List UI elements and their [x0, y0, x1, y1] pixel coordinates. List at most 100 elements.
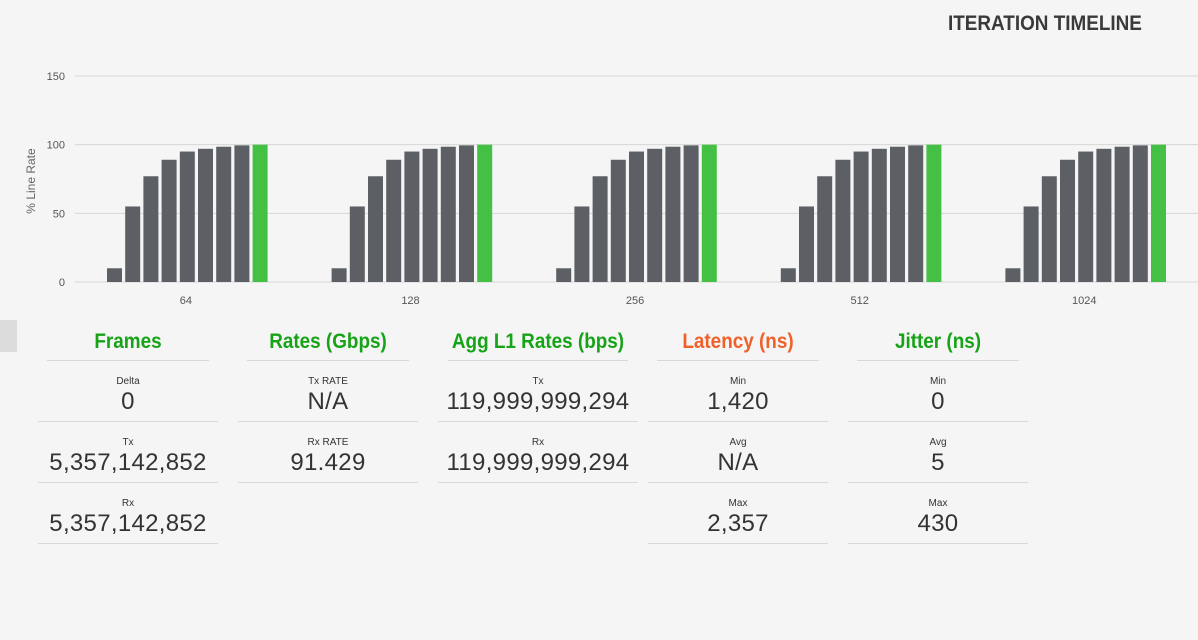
stat-agg-l1-rates: Agg L1 Rates (bps) Tx 119,999,999,294 Rx… [438, 326, 638, 483]
bar-iteration[interactable] [871, 148, 887, 282]
bar-iteration[interactable] [817, 176, 833, 282]
bar-final-iteration[interactable] [252, 144, 268, 282]
stat-header: Jitter (ns) [857, 326, 1019, 361]
bar-iteration[interactable] [368, 176, 383, 282]
y-tick-label: 100 [47, 140, 65, 152]
bar-iteration[interactable] [853, 151, 869, 282]
bar-final-iteration[interactable] [477, 144, 493, 282]
bar-iteration[interactable] [107, 268, 122, 282]
bar-iteration[interactable] [1114, 146, 1130, 282]
page-title: ITERATION TIMELINE [948, 12, 1142, 35]
stat-label: Rx RATE [307, 437, 349, 448]
stat-label: Avg [929, 437, 947, 448]
y-tick-label: 0 [59, 277, 65, 289]
bar-iteration[interactable] [125, 206, 141, 282]
stat-value: 0 [121, 388, 135, 415]
stat-label: Rx [121, 498, 135, 509]
stat-header: Agg L1 Rates (bps) [448, 326, 628, 361]
bar-iteration[interactable] [143, 176, 159, 282]
stat-value: 0 [931, 388, 945, 415]
bar-iteration[interactable] [890, 146, 905, 282]
bar-iteration[interactable] [665, 146, 681, 282]
stat-label: Avg [729, 437, 747, 448]
stat-value: N/A [307, 388, 349, 415]
stat-cell: Min 1,420 [648, 361, 828, 422]
stat-label: Delta [116, 376, 140, 387]
stat-cell: Min 0 [848, 361, 1028, 422]
stat-value: 119,999,999,294 [446, 449, 630, 476]
bar-iteration[interactable] [422, 148, 438, 282]
stat-cell: Avg 5 [848, 422, 1028, 483]
bar-iteration[interactable] [574, 206, 590, 282]
bar-iteration[interactable] [459, 145, 474, 282]
bar-iteration[interactable] [216, 146, 232, 282]
stat-cell: Tx 119,999,999,294 [438, 361, 638, 422]
stat-cell: Delta 0 [38, 361, 218, 422]
stat-value: N/A [717, 449, 759, 476]
bar-iteration[interactable] [683, 145, 699, 282]
stat-cell: Avg N/A [648, 422, 828, 483]
bar-final-iteration[interactable] [701, 144, 717, 282]
bar-iteration[interactable] [1132, 145, 1148, 282]
stat-value: 5,357,142,852 [49, 449, 207, 476]
bar-iteration[interactable] [404, 151, 420, 282]
stat-value: 2,357 [707, 510, 769, 537]
bar-iteration[interactable] [331, 268, 347, 282]
bar-iteration[interactable] [908, 145, 924, 282]
bar-iteration[interactable] [799, 206, 814, 282]
bar-iteration[interactable] [1096, 148, 1112, 282]
stat-value: 91.429 [290, 449, 366, 476]
stat-cell: Tx RATE N/A [238, 361, 418, 422]
bar-final-iteration[interactable] [926, 144, 942, 282]
bar-iteration[interactable] [161, 159, 177, 282]
bar-final-iteration[interactable] [1151, 144, 1166, 282]
bar-iteration[interactable] [647, 148, 663, 282]
stat-label: Rx [531, 437, 545, 448]
stat-jitter: Jitter (ns) Min 0 Avg 5 Max 430 [848, 326, 1028, 544]
x-tick-label: 512 [851, 295, 869, 307]
bar-iteration[interactable] [1041, 176, 1057, 282]
stat-rates: Rates (Gbps) Tx RATE N/A Rx RATE 91.429 [238, 326, 418, 483]
stat-header: Latency (ns) [657, 326, 819, 361]
bar-iteration[interactable] [234, 145, 250, 282]
bar-iteration[interactable] [1078, 151, 1094, 282]
bar-iteration[interactable] [198, 148, 213, 282]
side-panel-toggle[interactable] [0, 320, 17, 352]
bar-iteration[interactable] [592, 176, 608, 282]
y-tick-label: 150 [47, 71, 65, 83]
bar-iteration[interactable] [556, 268, 572, 282]
stat-label: Tx [122, 437, 134, 448]
bar-iteration[interactable] [629, 151, 644, 282]
stat-value: 430 [917, 510, 959, 537]
stat-label: Min [929, 376, 947, 387]
bar-iteration[interactable] [780, 268, 796, 282]
bar-iteration[interactable] [440, 146, 456, 282]
x-tick-label: 128 [401, 295, 419, 307]
iteration-timeline-chart: 0 50 100 150 % Line Rate 64 128 256 512 1024 [24, 71, 1198, 307]
x-tick-label: 1024 [1072, 295, 1096, 307]
x-tick-label: 256 [626, 295, 644, 307]
stat-cell: Max 2,357 [648, 483, 828, 544]
stat-value: 5 [931, 449, 945, 476]
stat-latency: Latency (ns) Min 1,420 Avg N/A Max 2,357 [648, 326, 828, 544]
stat-cell: Rx 119,999,999,294 [438, 422, 638, 483]
stat-cell: Tx 5,357,142,852 [38, 422, 218, 483]
bar-iteration[interactable] [610, 159, 626, 282]
bar-iteration[interactable] [386, 159, 402, 282]
bar-iteration[interactable] [349, 206, 365, 282]
bar-iteration[interactable] [1023, 206, 1039, 282]
stat-header: Rates (Gbps) [247, 326, 409, 361]
bar-iteration[interactable] [835, 159, 851, 282]
stat-cell: Max 430 [848, 483, 1028, 544]
stat-value: 5,357,142,852 [49, 510, 207, 537]
bar-iteration[interactable] [179, 151, 195, 282]
x-tick-label: 64 [180, 295, 192, 307]
stat-frames: Frames Delta 0 Tx 5,357,142,852 Rx 5,357… [38, 326, 218, 544]
chart-labels: 0 50 100 150 % Line Rate 64 128 256 512 1024 [24, 71, 1097, 307]
stat-header: Frames [47, 326, 209, 361]
bar-iteration[interactable] [1005, 268, 1021, 282]
stat-label: Max [928, 498, 948, 509]
stat-cell: Rx RATE 91.429 [238, 422, 418, 483]
bar-iteration[interactable] [1060, 159, 1075, 282]
stat-value: 119,999,999,294 [446, 388, 630, 415]
